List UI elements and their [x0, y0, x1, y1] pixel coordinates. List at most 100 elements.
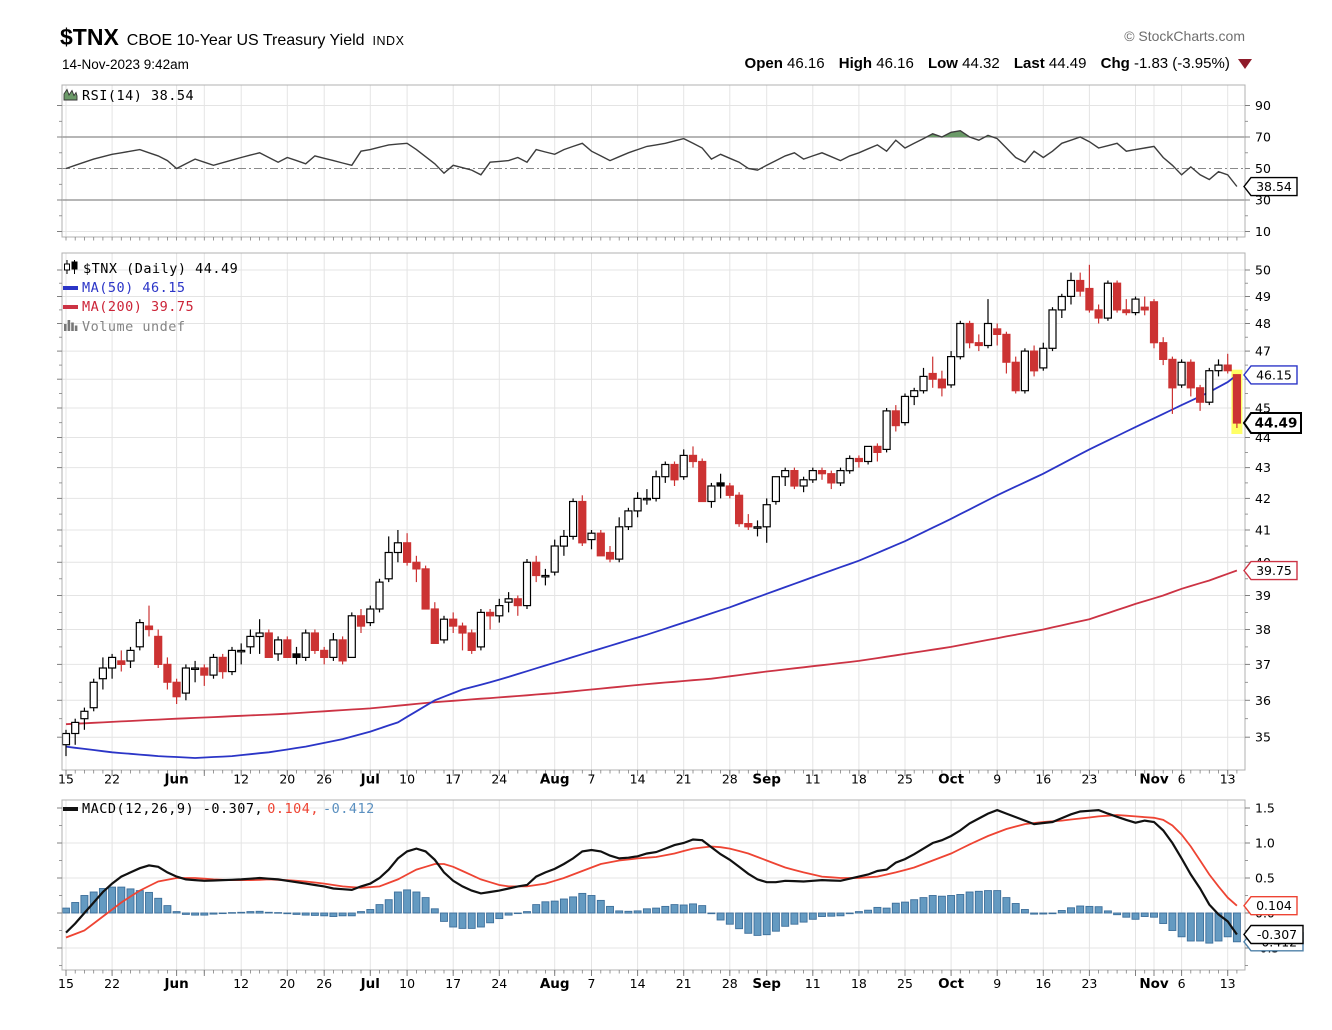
svg-text:17: 17 — [445, 976, 461, 991]
volume-legend: Volume undef — [63, 318, 186, 335]
exchange: INDX — [372, 34, 405, 48]
low-label: Low — [927, 55, 958, 72]
chg-value: -1.83 (-3.95%) — [1133, 55, 1230, 72]
macd-line — [65, 808, 1238, 936]
svg-text:20: 20 — [279, 976, 295, 991]
svg-text:46.15: 46.15 — [1256, 367, 1292, 382]
down-triangle-icon — [1238, 59, 1252, 70]
rsi-line — [65, 129, 1238, 187]
svg-text:0.5: 0.5 — [1255, 871, 1275, 886]
chart-header: $TNX CBOE 10-Year US Treasury Yield INDX — [60, 24, 404, 51]
ma50-legend: MA(50) 46.15 — [63, 280, 186, 296]
macd-hist-value: -0.412 — [322, 801, 375, 817]
svg-text:Sep: Sep — [752, 772, 781, 788]
candles — [61, 264, 1242, 757]
rsi-legend: RSI(14) 38.54 — [63, 87, 194, 105]
svg-text:38: 38 — [1255, 622, 1271, 637]
svg-text:7: 7 — [588, 976, 596, 991]
high-value: 46.16 — [876, 55, 914, 72]
x-axis-labels: 15 22 Jun 12 20 26 Jul 10 17 24 Aug 7 14 21 28 Sep 11 18 2… — [58, 772, 1236, 993]
axis-callout: -0.307 — [1243, 924, 1304, 945]
svg-text:Oct: Oct — [938, 772, 964, 788]
rsi-area-icon — [63, 87, 78, 105]
svg-text:0.104: 0.104 — [1256, 898, 1292, 913]
candlestick-icon — [63, 260, 79, 278]
quote-summary: Open 46.16 High 46.16 Low 44.32 Last 44.… — [745, 55, 1252, 72]
last-value: 44.49 — [1048, 55, 1087, 72]
macd-legend: MACD(12,26,9) -0.307, 0.104, -0.412 — [63, 801, 375, 817]
svg-text:49: 49 — [1255, 289, 1271, 304]
axis-callout: 39.75 — [1243, 560, 1298, 581]
svg-text:17: 17 — [445, 772, 461, 787]
svg-text:18: 18 — [851, 976, 867, 991]
macd-panel — [62, 800, 1245, 970]
ma50-line-icon — [63, 286, 78, 290]
svg-text:38.54: 38.54 — [1256, 179, 1292, 194]
svg-text:7: 7 — [588, 772, 596, 787]
ma50-line — [65, 374, 1238, 759]
svg-text:50: 50 — [1255, 161, 1271, 176]
volume-bars-icon — [63, 318, 78, 335]
svg-text:Aug: Aug — [540, 976, 570, 992]
svg-text:15: 15 — [58, 976, 74, 991]
symbol-name: CBOE 10-Year US Treasury Yield — [126, 32, 365, 49]
svg-text:50: 50 — [1255, 263, 1271, 278]
svg-text:45: 45 — [1255, 401, 1271, 416]
svg-text:Oct: Oct — [938, 976, 964, 992]
svg-text:39.75: 39.75 — [1256, 563, 1292, 578]
svg-text:10: 10 — [399, 976, 415, 991]
svg-text:48: 48 — [1255, 316, 1271, 331]
symbol-legend: $TNX (Daily) 44.49 — [63, 260, 238, 278]
svg-text:35: 35 — [1255, 730, 1271, 745]
svg-text:22: 22 — [104, 772, 120, 787]
svg-text:24: 24 — [491, 772, 507, 787]
svg-text:12: 12 — [233, 976, 249, 991]
svg-text:9: 9 — [993, 772, 1001, 787]
svg-text:24: 24 — [491, 976, 507, 991]
svg-text:Jul: Jul — [360, 976, 380, 992]
macd-signal-value: 0.104, — [267, 801, 319, 817]
svg-text:26: 26 — [316, 976, 332, 991]
svg-text:6: 6 — [1178, 976, 1186, 991]
svg-text:6: 6 — [1178, 772, 1186, 787]
svg-text:37: 37 — [1255, 657, 1271, 672]
ma200-legend: MA(200) 39.75 — [63, 299, 194, 315]
axis-callout: 46.15 — [1243, 365, 1298, 385]
svg-text:39: 39 — [1255, 588, 1271, 603]
symbol-legend-label: $TNX (Daily) 44.49 — [83, 261, 239, 277]
chg-label: Chg — [1100, 55, 1130, 72]
svg-text:47: 47 — [1255, 344, 1271, 359]
axis-labels: 9070503010504948474645444342414039383736… — [1255, 98, 1279, 956]
svg-text:36: 36 — [1255, 693, 1271, 708]
svg-text:1.0: 1.0 — [1255, 836, 1275, 851]
svg-text:18: 18 — [851, 772, 867, 787]
svg-text:23: 23 — [1081, 976, 1097, 991]
svg-text:Sep: Sep — [752, 976, 781, 992]
ma200-legend-label: MA(200) 39.75 — [82, 299, 195, 315]
svg-text:28: 28 — [722, 772, 738, 787]
axis-callout: 0.104 — [1243, 896, 1298, 916]
svg-text:9: 9 — [993, 976, 1001, 991]
svg-text:15: 15 — [58, 772, 74, 787]
macd-line-icon — [63, 807, 78, 811]
svg-text:70: 70 — [1255, 130, 1271, 145]
svg-text:13: 13 — [1220, 772, 1236, 787]
svg-text:43: 43 — [1255, 460, 1271, 475]
svg-text:22: 22 — [104, 976, 120, 991]
low-value: 44.32 — [962, 55, 1000, 72]
price-panel — [61, 253, 1245, 770]
svg-text:20: 20 — [279, 772, 295, 787]
svg-text:90: 90 — [1255, 98, 1271, 113]
stockcharts-credit: © StockCharts.com — [1124, 28, 1245, 44]
axis-callout: 38.54 — [1243, 176, 1298, 197]
rsi-panel — [62, 85, 1245, 237]
panel-frames — [61, 84, 1246, 971]
svg-text:30: 30 — [1255, 193, 1271, 208]
macd-legend-label: MACD(12,26,9) -0.307, — [82, 801, 264, 817]
svg-text:26: 26 — [316, 772, 332, 787]
svg-text:-0.307: -0.307 — [1257, 927, 1297, 942]
symbol: $TNX — [60, 24, 119, 50]
